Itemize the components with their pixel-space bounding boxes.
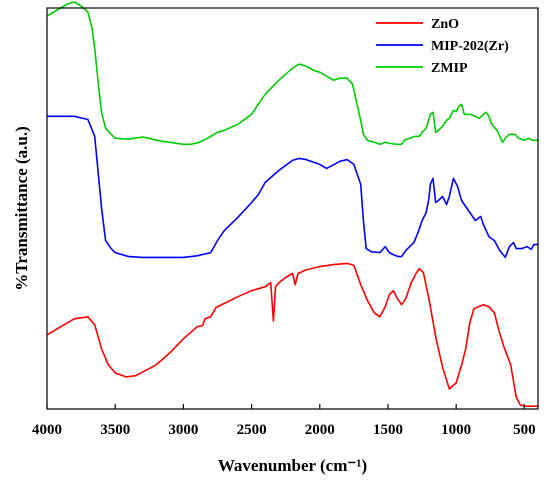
- x-axis-ticks: 4000 3500 3000 2500 2000 1500 1000 500: [32, 404, 536, 438]
- legend-label-2: ZMIP: [431, 61, 468, 76]
- x-tick-label: 1000: [441, 422, 471, 438]
- x-tick-label: 500: [513, 422, 536, 438]
- x-axis-title: Wavenumber (cm⁻¹): [218, 456, 367, 475]
- legend-label-0: ZnO: [431, 17, 459, 32]
- legend: ZnO MIP-202(Zr) ZMIP: [376, 17, 509, 76]
- plot-area: [46, 7, 539, 410]
- x-tick-label: 2000: [305, 422, 335, 438]
- x-tick-label: 3000: [168, 422, 198, 438]
- series-line-2: [46, 1, 538, 146]
- x-tick-label: 4000: [32, 422, 62, 438]
- series-line-1: [47, 115, 538, 259]
- series-line-0: [46, 262, 538, 407]
- x-tick-label: 3500: [100, 422, 130, 438]
- legend-label-1: MIP-202(Zr): [431, 39, 509, 54]
- series-lines: [46, 1, 538, 407]
- y-axis-title: %Transmittance (a.u.): [12, 126, 31, 290]
- x-tick-label: 1500: [373, 422, 403, 438]
- x-tick-label: 2500: [237, 422, 267, 438]
